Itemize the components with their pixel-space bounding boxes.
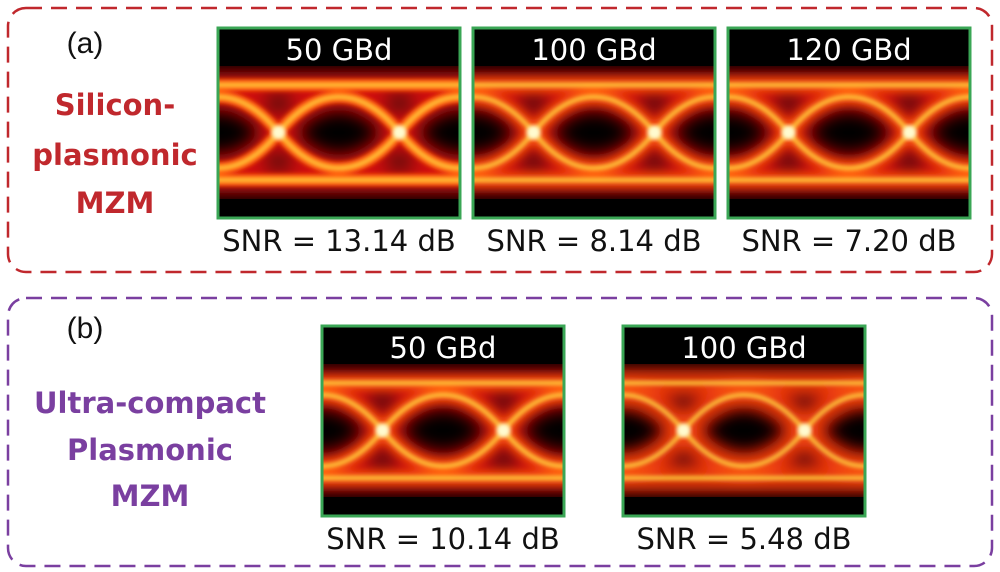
eye-crossing xyxy=(526,125,541,140)
device-label: plasmonic xyxy=(32,138,197,172)
eye-shade xyxy=(218,28,460,61)
snr-label: SNR = 7.20 dB xyxy=(741,224,956,258)
eye-shade xyxy=(728,28,970,61)
eye-crossing xyxy=(647,125,662,140)
symbol-rate: 100 GBd xyxy=(681,331,806,365)
eye-diagram xyxy=(728,28,970,218)
eye-core xyxy=(473,83,715,182)
eye-core xyxy=(623,381,865,480)
eye-crossing xyxy=(271,125,286,140)
snr-label: SNR = 13.14 dB xyxy=(222,224,456,258)
device-label: Plasmonic xyxy=(67,433,233,467)
eye-crossing xyxy=(392,125,407,140)
eye-border xyxy=(216,26,462,220)
eye-border xyxy=(320,324,566,518)
eye-shade xyxy=(623,326,865,359)
symbol-rate: 120 GBd xyxy=(786,33,911,67)
eye-border xyxy=(471,26,717,220)
device-label: MZM xyxy=(111,479,190,513)
symbol-rate: 50 GBd xyxy=(286,33,393,67)
eye-core xyxy=(728,83,970,182)
eye-core xyxy=(322,381,564,480)
symbol-rate: 100 GBd xyxy=(531,33,656,67)
snr-label: SNR = 10.14 dB xyxy=(326,522,560,556)
panel-tag: (b) xyxy=(67,312,104,345)
panel-frame xyxy=(6,6,994,274)
eye-diagram xyxy=(218,28,460,218)
snr-label: SNR = 5.48 dB xyxy=(636,522,851,556)
eye-crossing xyxy=(902,125,917,140)
eye-border xyxy=(726,26,972,220)
eye-crossing xyxy=(676,423,691,438)
device-label: MZM xyxy=(76,186,155,220)
eye-diagram xyxy=(623,326,865,516)
eye-crossing xyxy=(375,423,390,438)
eye-diagram xyxy=(473,28,715,218)
snr-label: SNR = 8.14 dB xyxy=(486,224,701,258)
symbol-rate: 50 GBd xyxy=(390,331,497,365)
eye-shade xyxy=(322,326,564,359)
panel-tag: (a) xyxy=(67,27,104,60)
eye-core xyxy=(218,83,460,182)
eye-shade xyxy=(473,28,715,61)
eye-crossing xyxy=(797,423,812,438)
eye-diagram xyxy=(322,326,564,516)
panel-frame xyxy=(6,296,994,568)
eye-crossing xyxy=(781,125,796,140)
eye-border xyxy=(621,324,867,518)
device-label: Ultra-compact xyxy=(34,386,266,420)
eye-crossing xyxy=(496,423,511,438)
device-label: Silicon- xyxy=(55,88,176,122)
